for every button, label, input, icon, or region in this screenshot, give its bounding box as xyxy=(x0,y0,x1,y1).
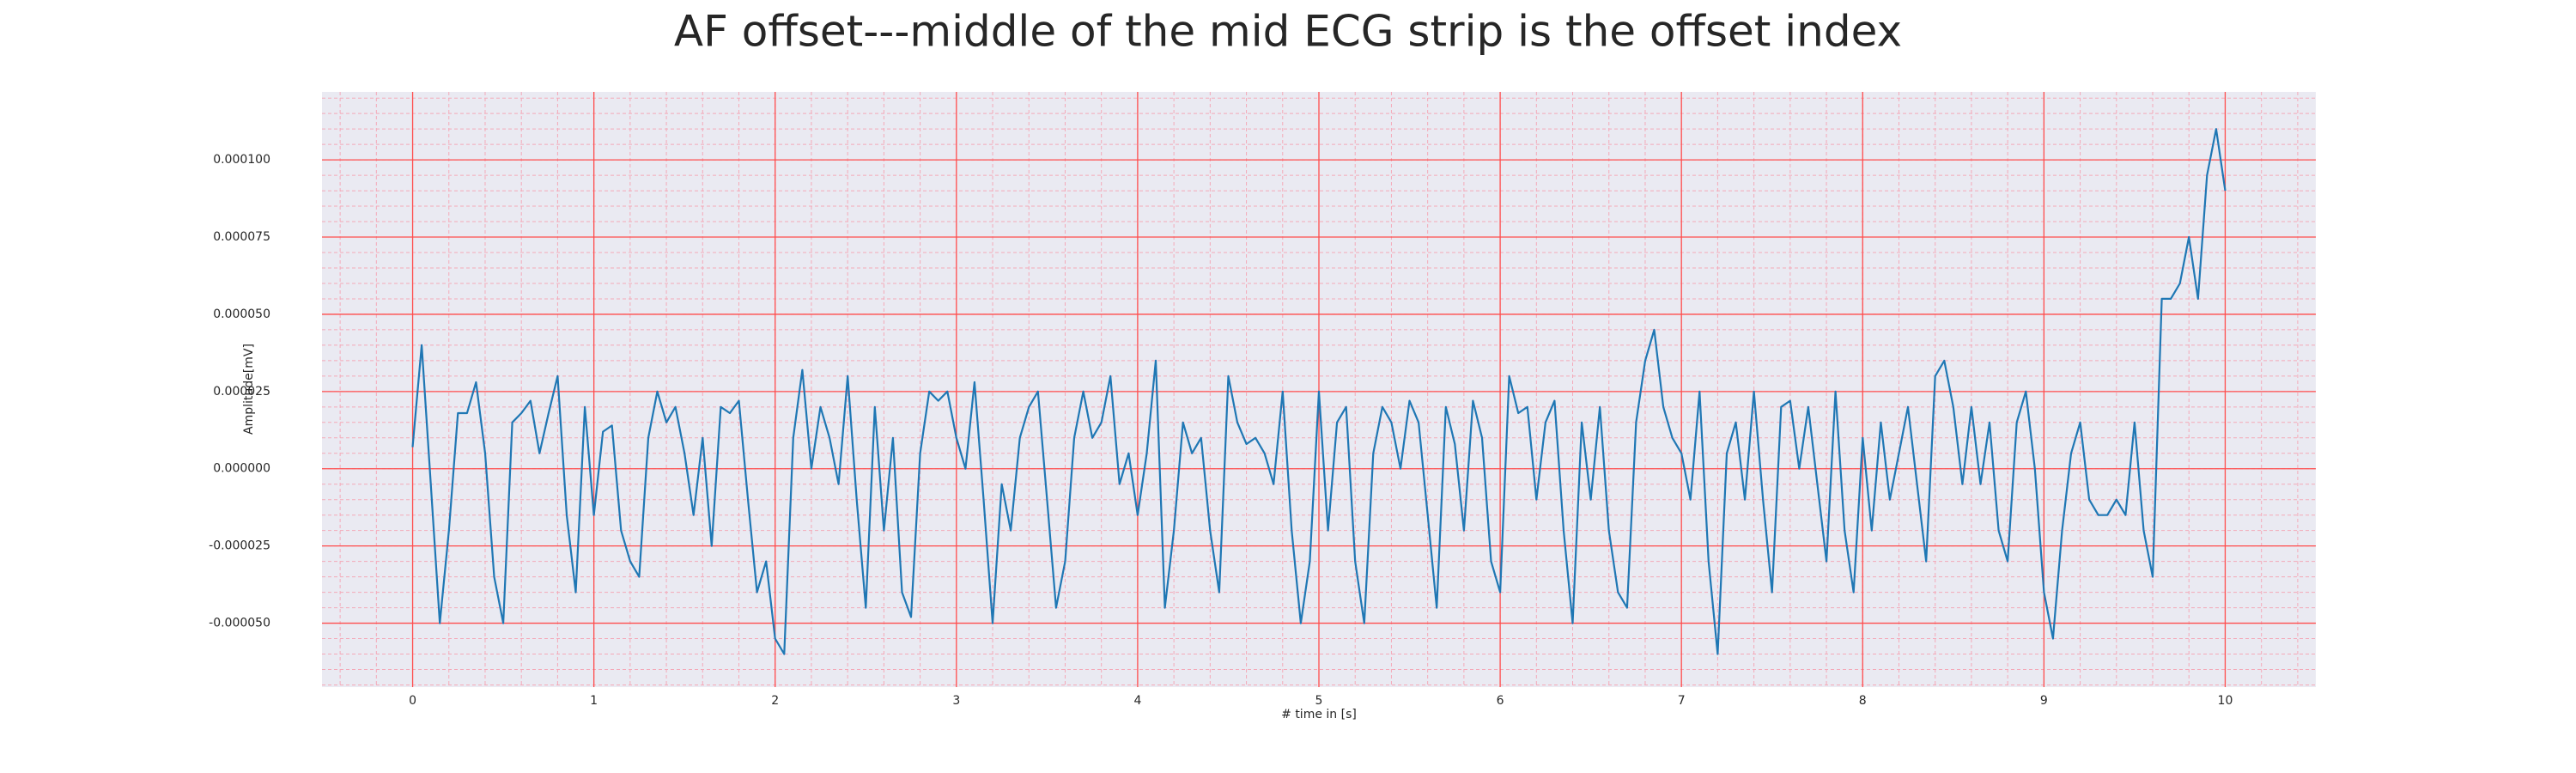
y-tick-label: 0.000075 xyxy=(213,230,270,244)
x-tick-label: 4 xyxy=(1133,694,1141,708)
x-tick-label: 7 xyxy=(1678,694,1686,708)
x-tick-label: 5 xyxy=(1315,694,1323,708)
y-tick-label: 0.000100 xyxy=(213,153,270,167)
x-axis-label: # time in [s] xyxy=(1281,708,1357,721)
x-tick-label: 2 xyxy=(771,694,779,708)
x-tick-label: 6 xyxy=(1497,694,1504,708)
x-tick-label: 0 xyxy=(409,694,416,708)
y-tick-label: -0.000050 xyxy=(209,617,270,630)
signal-line xyxy=(411,128,2227,655)
y-axis-label: Amplitude[mV] xyxy=(242,344,256,435)
x-tick-label: 9 xyxy=(2040,694,2048,708)
x-tick-label: 3 xyxy=(952,694,960,708)
x-tick-label: 10 xyxy=(2218,694,2233,708)
chart-title: AF offset---middle of the mid ECG strip … xyxy=(674,7,1902,57)
y-tick-label: -0.000025 xyxy=(209,539,270,553)
x-tick-label: 8 xyxy=(1859,694,1867,708)
y-tick-label: 0.000050 xyxy=(213,307,270,321)
y-tick-label: 0.000025 xyxy=(213,385,270,399)
x-tick-label: 1 xyxy=(590,694,598,708)
y-tick-label: 0.000000 xyxy=(213,462,270,476)
